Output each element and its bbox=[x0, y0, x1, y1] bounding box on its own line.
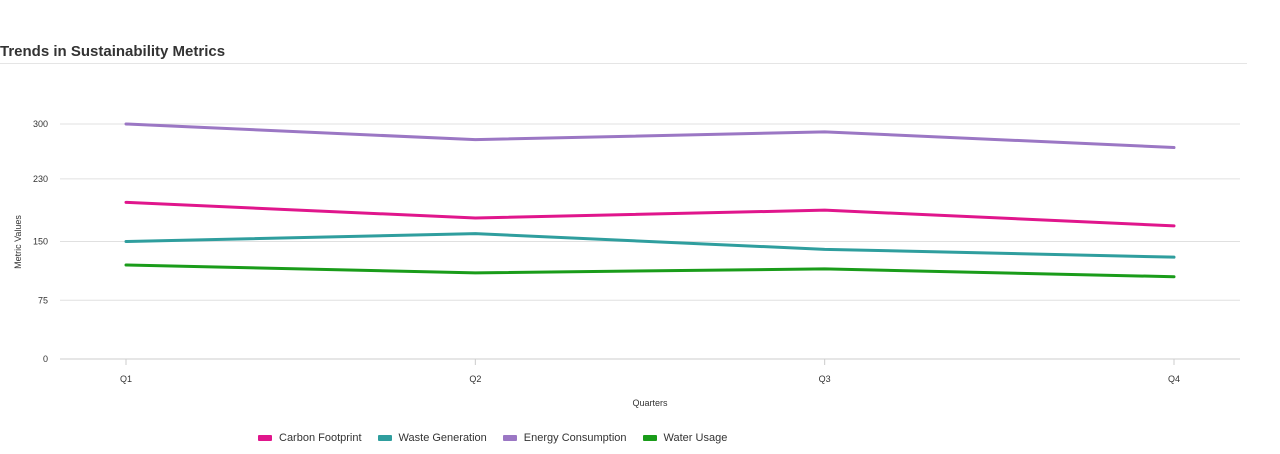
legend-item-water-usage[interactable]: Water Usage bbox=[642, 432, 728, 444]
legend-label: Water Usage bbox=[663, 432, 728, 444]
chart-title: Trends in Sustainability Metrics bbox=[0, 43, 226, 60]
legend-swatch bbox=[502, 435, 517, 441]
legend-label: Waste Generation bbox=[398, 432, 487, 444]
y-tick-label: 230 bbox=[33, 174, 48, 184]
legend-item-energy-consumption[interactable]: Energy Consumption bbox=[502, 432, 627, 444]
legend-label: Energy Consumption bbox=[523, 432, 627, 444]
legend-item-carbon-footprint[interactable]: Carbon Footprint bbox=[258, 432, 362, 444]
legend-swatch bbox=[642, 435, 657, 441]
series-line-waste-generation bbox=[124, 232, 1176, 259]
series-line-carbon-footprint bbox=[124, 200, 1176, 228]
legend-swatch bbox=[377, 435, 392, 441]
x-tick-label: Q2 bbox=[469, 374, 481, 384]
legend-label: Carbon Footprint bbox=[279, 432, 362, 444]
y-tick-label: 150 bbox=[33, 237, 48, 247]
x-tick-label: Q4 bbox=[1168, 374, 1180, 384]
y-tick-label: 300 bbox=[33, 119, 48, 129]
legend: Carbon Footprint Waste Generation Energy C… bbox=[258, 432, 743, 444]
x-axis-title: Quarters bbox=[632, 398, 668, 408]
title-divider bbox=[0, 63, 1247, 64]
y-axis-title: Metric Values bbox=[13, 215, 23, 269]
y-tick-label: 0 bbox=[43, 354, 48, 364]
series-lines bbox=[124, 122, 1176, 279]
series-line-energy-consumption bbox=[124, 122, 1176, 149]
x-tick-label: Q3 bbox=[819, 374, 831, 384]
legend-item-waste-generation[interactable]: Waste Generation bbox=[377, 432, 487, 444]
y-axis-ticks: 0 75 150 230 300 bbox=[33, 119, 48, 364]
series-line-water-usage bbox=[124, 263, 1176, 279]
x-tick-label: Q1 bbox=[120, 374, 132, 384]
y-tick-label: 75 bbox=[38, 295, 48, 305]
x-axis-ticks: Q1 Q2 Q3 Q4 bbox=[120, 359, 1180, 384]
legend-swatch bbox=[258, 435, 272, 441]
